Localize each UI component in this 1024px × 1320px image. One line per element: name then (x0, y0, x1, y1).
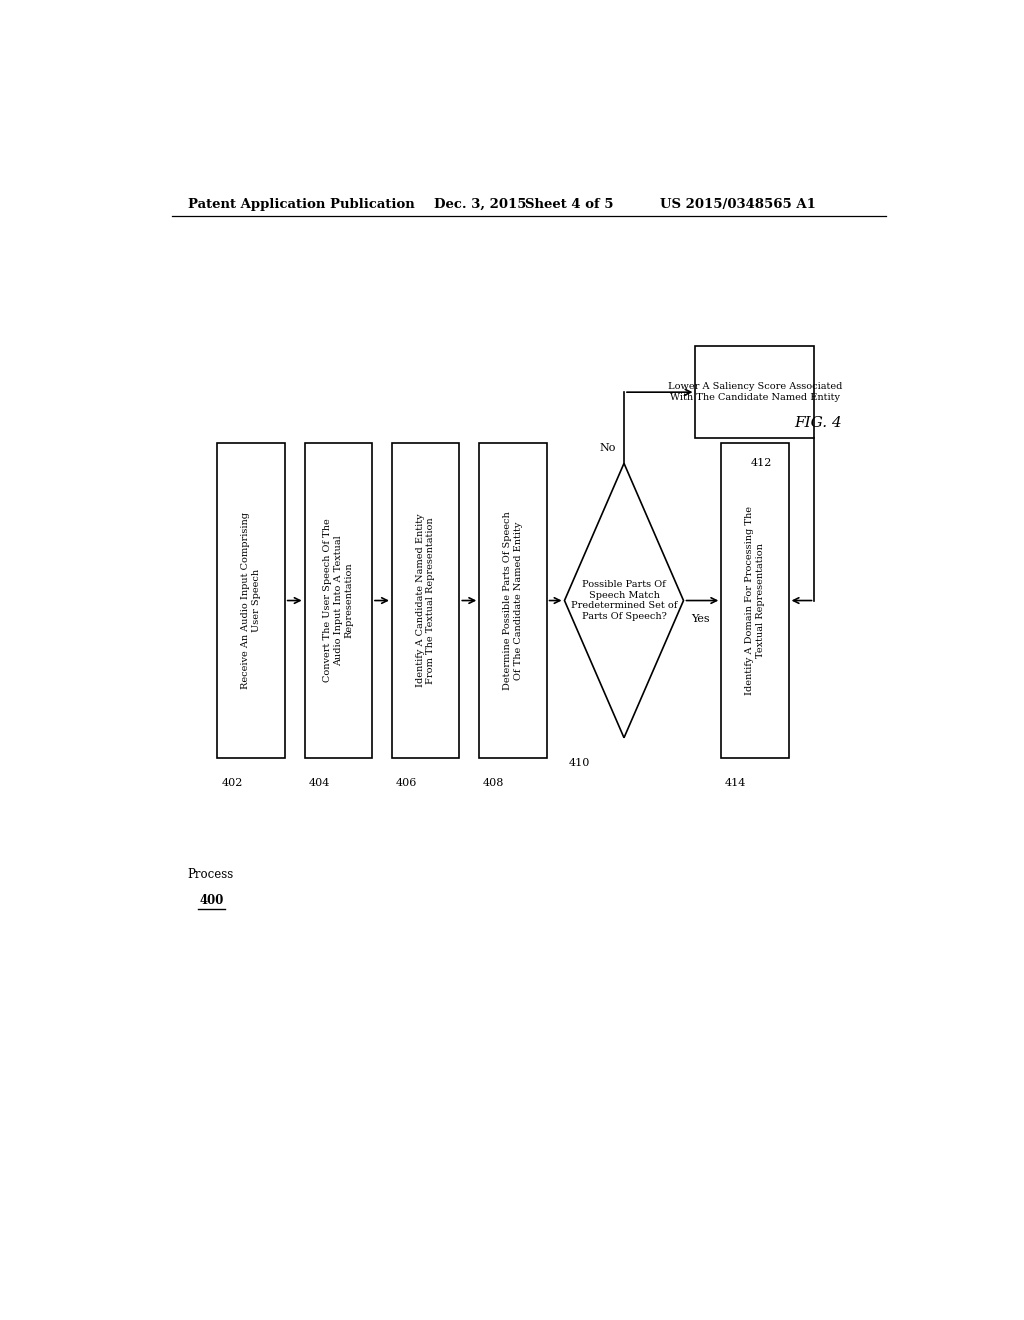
Text: Patent Application Publication: Patent Application Publication (187, 198, 415, 211)
Text: 402: 402 (221, 779, 243, 788)
Text: 408: 408 (483, 779, 505, 788)
Text: 410: 410 (568, 758, 590, 768)
FancyBboxPatch shape (721, 444, 788, 758)
Text: Lower A Saliency Score Associated
With The Candidate Named Entity: Lower A Saliency Score Associated With T… (668, 383, 842, 401)
Text: Dec. 3, 2015: Dec. 3, 2015 (433, 198, 526, 211)
Polygon shape (564, 463, 684, 738)
Text: Possible Parts Of
Speech Match
Predetermined Set of
Parts Of Speech?: Possible Parts Of Speech Match Predeterm… (570, 581, 677, 620)
Text: 414: 414 (725, 779, 746, 788)
FancyBboxPatch shape (217, 444, 285, 758)
FancyBboxPatch shape (695, 346, 814, 438)
Text: 404: 404 (308, 779, 330, 788)
Text: Identify A Domain For Processing The
Textual Representation: Identify A Domain For Processing The Tex… (745, 506, 765, 696)
Text: Yes: Yes (691, 614, 710, 624)
Text: Process: Process (187, 869, 233, 882)
Text: FIG. 4: FIG. 4 (795, 416, 843, 430)
Text: Receive An Audio Input Comprising
User Speech: Receive An Audio Input Comprising User S… (242, 512, 261, 689)
Text: No: No (600, 444, 616, 453)
Text: US 2015/0348565 A1: US 2015/0348565 A1 (659, 198, 815, 211)
Text: Determine Possible Parts Of Speech
Of The Candidate Named Entity: Determine Possible Parts Of Speech Of Th… (503, 511, 522, 690)
Text: 406: 406 (396, 779, 417, 788)
FancyBboxPatch shape (304, 444, 372, 758)
FancyBboxPatch shape (392, 444, 460, 758)
Text: 400: 400 (200, 894, 224, 907)
Text: Convert The User Speech Of The
Audio Input Into A Textual
Representation: Convert The User Speech Of The Audio Inp… (324, 519, 353, 682)
Text: Sheet 4 of 5: Sheet 4 of 5 (524, 198, 613, 211)
Text: Identify A Candidate Named Entity
From The Textual Representation: Identify A Candidate Named Entity From T… (416, 513, 435, 688)
FancyBboxPatch shape (479, 444, 547, 758)
Text: 412: 412 (751, 458, 772, 469)
